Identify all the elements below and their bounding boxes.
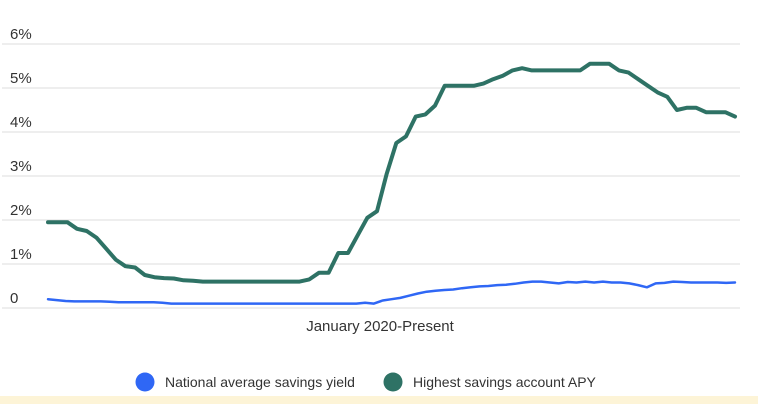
y-axis-ticks: 0 1% 2% 3% 4% 5% 6% — [10, 26, 32, 307]
y-tick-label: 2% — [10, 202, 32, 219]
gridlines — [2, 43, 740, 309]
legend-label-highest-apy: Highest savings account APY — [413, 374, 597, 390]
x-axis-label: January 2020-Present — [306, 318, 454, 335]
y-tick-label: 0 — [10, 290, 18, 307]
y-tick-label: 5% — [10, 70, 32, 87]
y-tick-label: 3% — [10, 158, 32, 175]
series-lines — [46, 61, 737, 305]
legend: National average savings yield Highest s… — [135, 372, 597, 392]
bottom-band — [0, 396, 758, 404]
y-tick-label: 4% — [10, 114, 32, 131]
y-tick-label: 6% — [10, 26, 32, 43]
legend-label-national-average: National average savings yield — [165, 374, 355, 390]
series-line-national-average — [46, 280, 737, 305]
y-tick-label: 1% — [10, 246, 32, 263]
legend-marker-national-average — [135, 372, 155, 392]
legend-marker-highest-apy — [383, 372, 403, 392]
series-line-highest-apy — [46, 61, 737, 284]
